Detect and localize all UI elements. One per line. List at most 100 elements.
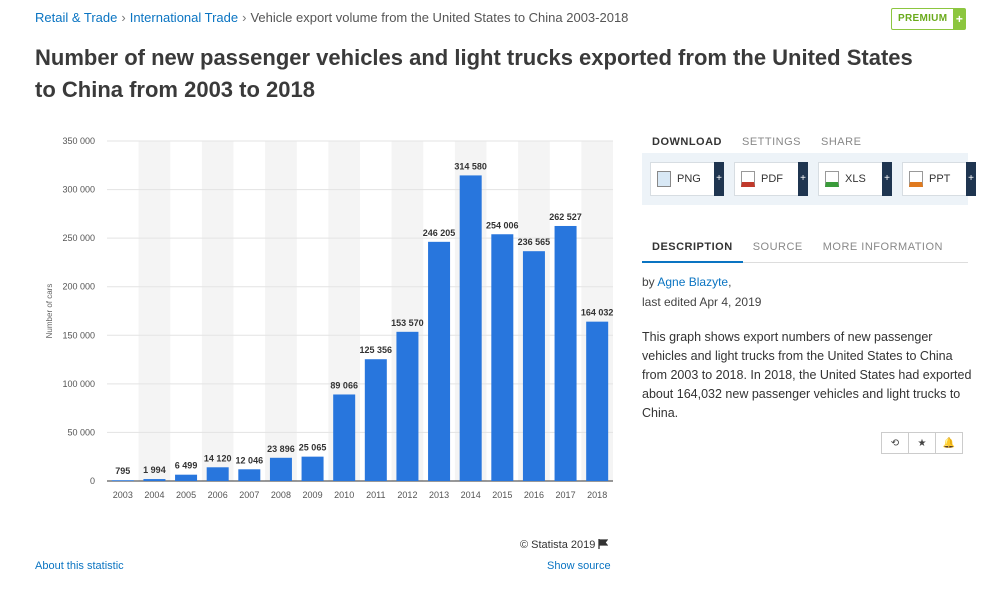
download-ppt-label: PPT: [929, 173, 951, 185]
data-label-2010: 89 066: [330, 380, 358, 390]
x-tick-label: 2009: [303, 490, 323, 500]
bar-2009: [301, 456, 324, 481]
y-axis-label: Number of cars: [45, 284, 54, 339]
breadcrumb-retail-trade[interactable]: Retail & Trade: [35, 10, 118, 25]
bar-2016: [522, 251, 545, 481]
x-tick-label: 2016: [524, 490, 544, 500]
data-label-2008: 23 896: [267, 444, 295, 454]
download-pdf-label: PDF: [761, 173, 783, 185]
flag-icon[interactable]: [598, 539, 609, 549]
column-band: [265, 141, 297, 481]
data-label-2007: 12 046: [236, 455, 264, 465]
bar-2017: [554, 225, 577, 481]
chart-container: 0 50 000 100 000 150 000 200 000 250 000 300 0…: [35, 128, 620, 508]
breadcrumb-separator: ›: [242, 10, 247, 25]
tab-more-information[interactable]: MORE INFORMATION: [822, 241, 943, 253]
premium-button[interactable]: PREMIUM +: [891, 8, 967, 30]
bar-2015: [491, 234, 514, 481]
download-xls-plus-icon[interactable]: +: [882, 162, 892, 196]
x-tick-label: 2012: [397, 490, 417, 500]
pdf-file-icon: [741, 171, 755, 187]
breadcrumb-international-trade[interactable]: International Trade: [129, 10, 239, 25]
x-tick-label: 2010: [334, 490, 354, 500]
y-tick-label: 250 000: [62, 233, 95, 243]
data-label-2015: 254 006: [486, 220, 519, 230]
author-link[interactable]: Agne Blazyte: [657, 275, 729, 289]
page-title: Number of new passenger vehicles and lig…: [35, 45, 913, 102]
column-band: [201, 141, 234, 481]
last-edited: last edited Apr 4, 2019: [642, 295, 762, 309]
bar-2012: [396, 331, 419, 481]
bar-2007: [238, 469, 261, 481]
y-tick-label: 300 000: [62, 185, 95, 195]
author-prefix: by: [642, 275, 655, 289]
download-xls-label: XLS: [845, 173, 866, 185]
download-xls-button[interactable]: XLS +: [818, 162, 892, 196]
x-tick-label: 2017: [556, 490, 576, 500]
download-ppt-button[interactable]: PPT +: [902, 162, 976, 196]
download-options: PNG + PDF + XLS + PPT +: [642, 153, 976, 205]
x-tick-label: 2004: [144, 490, 164, 500]
premium-plus-icon: +: [953, 9, 966, 29]
tab-settings[interactable]: SETTINGS: [742, 136, 802, 148]
star-icon[interactable]: ★: [908, 432, 936, 454]
x-tick-label: 2008: [271, 490, 291, 500]
y-tick-label: 150 000: [62, 330, 95, 340]
credit-text: © Statista 2019: [520, 539, 596, 551]
x-tick-label: 2007: [239, 490, 259, 500]
about-statistic-link[interactable]: About this statistic: [35, 560, 124, 572]
bar-2018: [586, 321, 609, 481]
premium-label: PREMIUM: [898, 13, 948, 24]
data-label-2012: 153 570: [391, 318, 424, 328]
download-pdf-button[interactable]: PDF +: [734, 162, 808, 196]
author-line: by Agne Blazyte,: [642, 272, 761, 292]
download-pdf-plus-icon[interactable]: +: [798, 162, 808, 196]
x-tick-label: 2013: [429, 490, 449, 500]
bar-chart: 0 50 000 100 000 150 000 200 000 250 000 300 0…: [45, 136, 613, 500]
x-tick-label: 2014: [461, 490, 481, 500]
ppt-file-icon: [909, 171, 923, 187]
action-buttons: ⟲ ★ 🔔: [881, 432, 963, 454]
data-label-2006: 14 120: [204, 453, 232, 463]
description-tabs: DESCRIPTION SOURCE MORE INFORMATION: [642, 233, 968, 263]
y-tick-label: 50 000: [67, 427, 95, 437]
show-source-link[interactable]: Show source: [547, 560, 611, 572]
data-label-2013: 246 205: [423, 228, 456, 238]
bar-2003: [111, 480, 134, 482]
download-xls-body: XLS: [818, 162, 882, 196]
download-ppt-plus-icon[interactable]: +: [966, 162, 976, 196]
y-tick-label: 200 000: [62, 282, 95, 292]
history-icon[interactable]: ⟲: [881, 432, 909, 454]
bar-2005: [175, 474, 198, 481]
tab-share[interactable]: SHARE: [821, 136, 862, 148]
bar-2014: [459, 175, 482, 481]
description-text: This graph shows export numbers of new p…: [642, 330, 972, 420]
download-ppt-body: PPT: [902, 162, 966, 196]
download-png-label: PNG: [677, 173, 701, 185]
bell-icon[interactable]: 🔔: [935, 432, 963, 454]
png-file-icon: [657, 171, 671, 187]
breadcrumb-separator: ›: [121, 10, 126, 25]
tab-description[interactable]: DESCRIPTION: [642, 233, 743, 263]
bar-2004: [143, 479, 166, 481]
description-meta: by Agne Blazyte, last edited Apr 4, 2019: [642, 272, 761, 312]
tab-source[interactable]: SOURCE: [752, 241, 803, 253]
download-png-button[interactable]: PNG +: [650, 162, 724, 196]
data-label-2016: 236 565: [518, 237, 551, 247]
bar-2013: [428, 241, 451, 481]
download-pdf-body: PDF: [734, 162, 798, 196]
x-tick-label: 2003: [113, 490, 133, 500]
download-png-plus-icon[interactable]: +: [714, 162, 724, 196]
y-tick-label: 0: [90, 476, 95, 486]
x-tick-label: 2011: [366, 490, 385, 500]
x-tick-label: 2015: [492, 490, 512, 500]
download-png-body: PNG: [650, 162, 714, 196]
data-label-2011: 125 356: [360, 345, 393, 355]
y-tick-label: 100 000: [62, 379, 95, 389]
breadcrumb: Retail & Trade › International Trade › Vehic…: [35, 10, 628, 25]
data-label-2017: 262 527: [549, 212, 582, 222]
column-band: [138, 141, 171, 481]
x-tick-label: 2005: [176, 490, 196, 500]
data-label-2004: 1 994: [143, 465, 166, 475]
bar-2006: [206, 467, 229, 481]
